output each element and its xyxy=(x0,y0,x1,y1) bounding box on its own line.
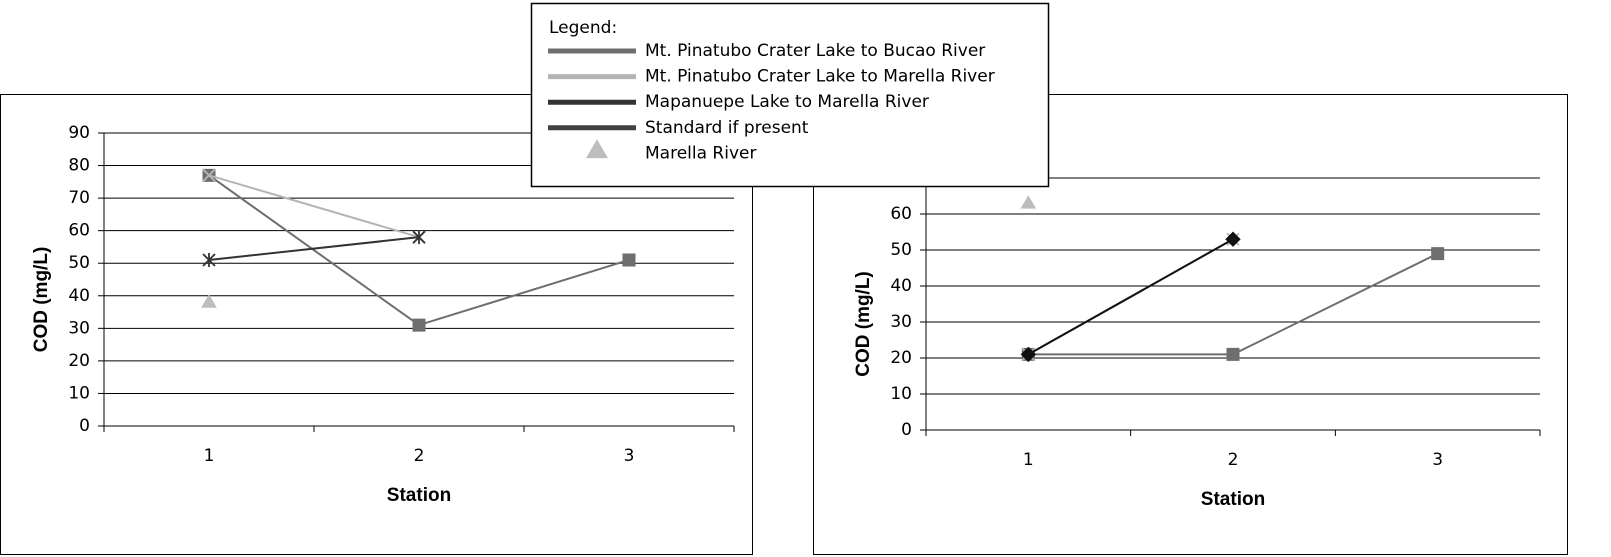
x-tick-label: 3 xyxy=(624,446,635,466)
legend-label: Mapanuepe Lake to Marella River xyxy=(645,92,929,112)
y-tick-label: 50 xyxy=(68,253,90,273)
y-tick-label: 50 xyxy=(890,240,912,260)
data-point xyxy=(1225,231,1241,247)
y-tick-label: 90 xyxy=(68,123,90,143)
y-tick-label: 30 xyxy=(890,312,912,332)
data-point xyxy=(622,253,636,267)
x-tick-label: 1 xyxy=(1023,450,1034,470)
y-tick-label: 80 xyxy=(68,156,90,176)
y-axis-label: COD (mg/L) xyxy=(853,271,874,377)
data-point xyxy=(1020,195,1037,209)
y-tick-label: 60 xyxy=(890,204,912,224)
x-tick-label: 1 xyxy=(204,446,215,466)
y-tick-label: 20 xyxy=(890,348,912,368)
x-tick-label: 2 xyxy=(1228,450,1239,470)
y-tick-label: 40 xyxy=(890,276,912,296)
legend-label: Marella River xyxy=(645,143,756,163)
legend-label: Standard if present xyxy=(645,118,809,138)
data-point xyxy=(201,294,217,308)
y-tick-label: 10 xyxy=(890,384,912,404)
data-point xyxy=(202,252,216,267)
x-axis-label: Station xyxy=(1201,489,1265,510)
data-point xyxy=(412,318,426,332)
y-tick-label: 10 xyxy=(68,383,90,403)
x-axis-label: Station xyxy=(387,485,451,506)
series-line xyxy=(1027,238,1234,356)
data-point xyxy=(412,230,426,245)
y-tick-label: 60 xyxy=(68,221,90,241)
y-tick-label: 40 xyxy=(68,286,90,306)
y-tick-label: 0 xyxy=(901,420,912,440)
legend-label: Mt. Pinatubo Crater Lake to Marella Rive… xyxy=(645,67,995,87)
legend-label: Mt. Pinatubo Crater Lake to Bucao River xyxy=(645,41,985,61)
data-point xyxy=(1431,247,1445,261)
data-point xyxy=(202,168,216,182)
data-point xyxy=(1226,347,1240,361)
legend-box xyxy=(530,2,1050,188)
data-point xyxy=(1020,346,1037,363)
y-tick-label: 20 xyxy=(68,351,90,371)
x-tick-label: 2 xyxy=(414,446,425,466)
series-line xyxy=(208,236,420,261)
legend-swatch xyxy=(586,139,608,159)
series-line xyxy=(208,174,420,239)
y-axis-label: COD (mg/L) xyxy=(31,247,52,353)
y-tick-label: 30 xyxy=(68,318,90,338)
y-tick-label: 0 xyxy=(79,416,90,436)
legend-title: Legend: xyxy=(549,18,617,38)
x-tick-label: 3 xyxy=(1432,450,1443,470)
y-tick-label: 70 xyxy=(68,188,90,208)
